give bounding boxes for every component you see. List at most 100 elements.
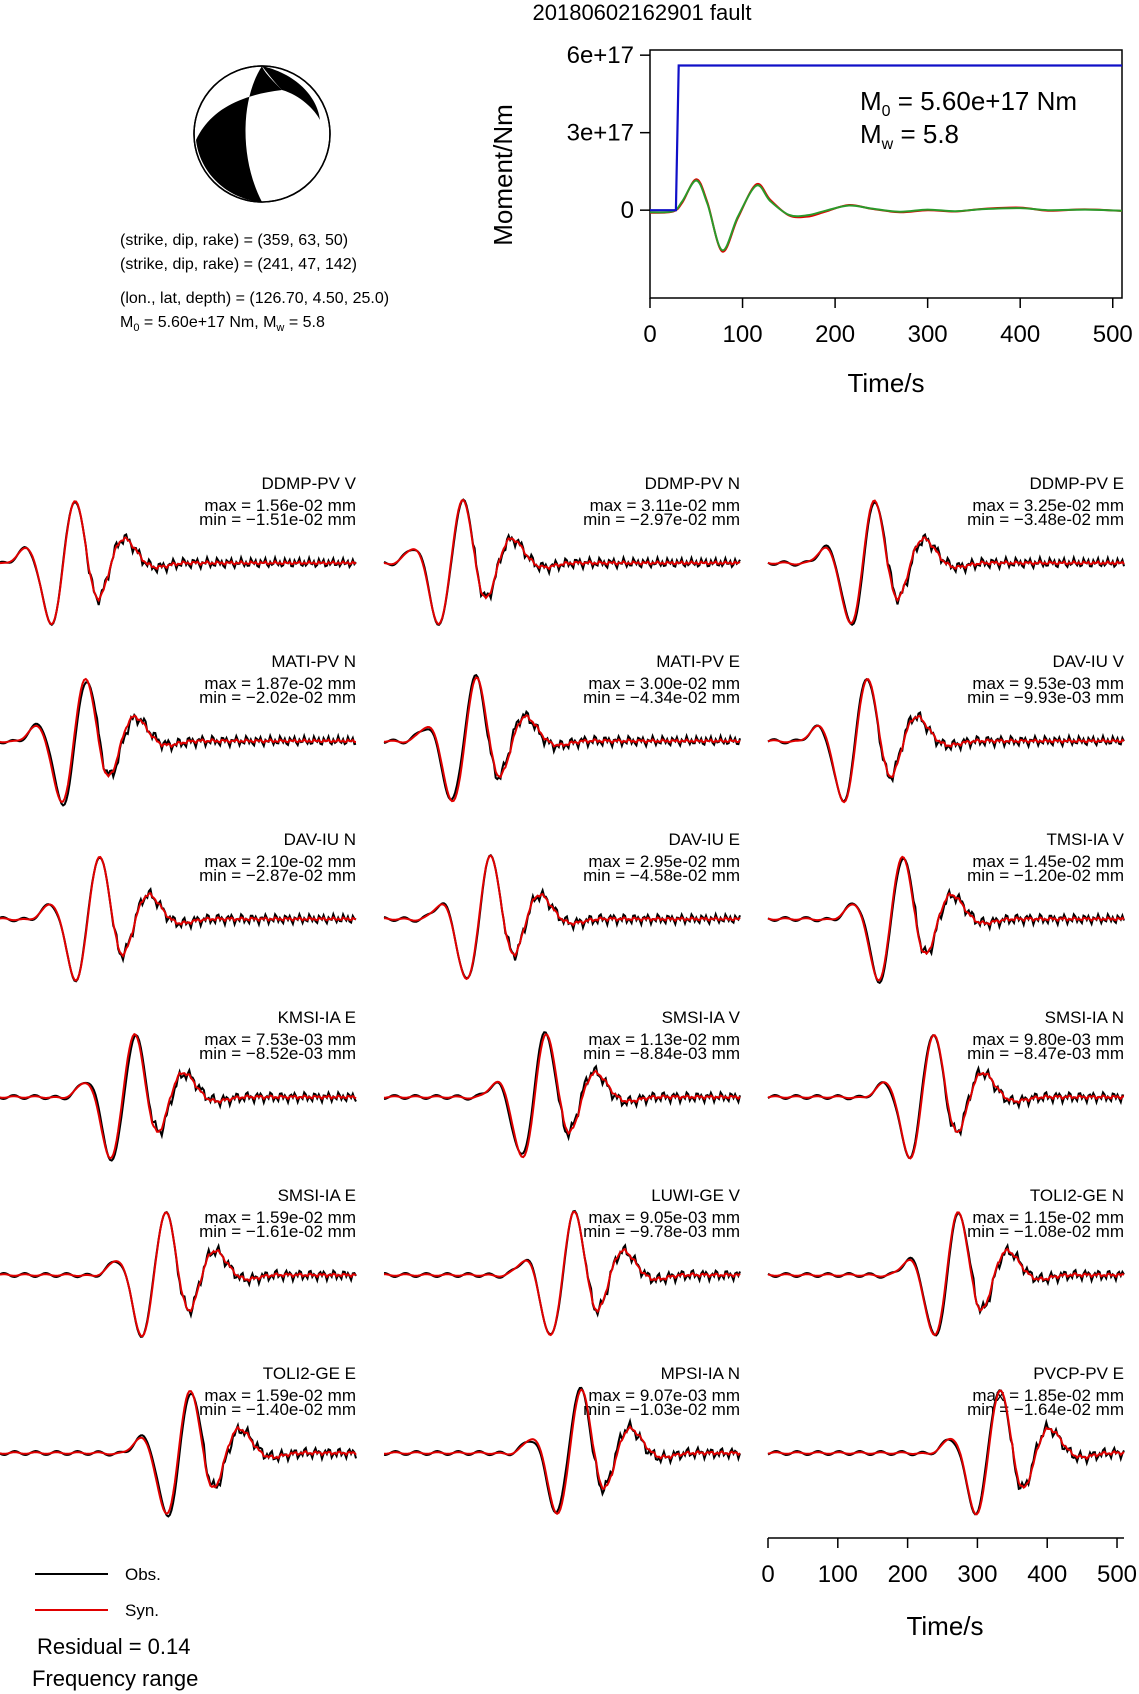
max-label: max = 2.95e-02 mm	[588, 852, 740, 871]
moment-ytick-label: 3e+17	[567, 120, 634, 147]
legend: Obs. Syn. Residual = 0.14 Frequency rang…	[32, 1565, 198, 1691]
max-label: max = 9.53e-03 mm	[972, 674, 1124, 693]
station-label: DDMP-PV N	[645, 474, 740, 493]
waveform-xtick-label: 100	[818, 1561, 858, 1588]
max-label: max = 1.87e-02 mm	[204, 674, 356, 693]
synthetic-trace	[767, 1211, 1125, 1337]
moment-ylabel: Moment/Nm	[488, 104, 518, 246]
waveform-xtick-label: 300	[957, 1561, 997, 1588]
min-label: min = −1.40e-02 mm	[199, 1400, 356, 1419]
synthetic-trace	[0, 1032, 357, 1160]
station-label: SMSI-IA V	[662, 1008, 741, 1027]
cumulative-moment-series	[650, 64, 1122, 212]
frequency-range-label: Frequency range	[32, 1666, 198, 1691]
synthetic-trace	[767, 678, 1125, 804]
moment-rate-series	[649, 179, 1123, 252]
focal-line-1: (strike, dip, rake) = (359, 63, 50)	[120, 232, 348, 249]
moment-ytick-label: 6e+17	[567, 42, 634, 69]
station-label: SMSI-IA E	[278, 1186, 356, 1205]
focal-line-3: (lon., lat, depth) = (126.70, 4.50, 25.0…	[120, 290, 389, 307]
station-label: TOLI2-GE E	[263, 1364, 356, 1383]
moment-xtick-label: 0	[643, 321, 656, 348]
max-label: max = 7.53e-03 mm	[204, 1030, 356, 1049]
min-label: min = −8.52e-03 mm	[199, 1044, 356, 1063]
min-label: min = −8.84e-03 mm	[583, 1044, 740, 1063]
min-label: min = −9.93e-03 mm	[967, 688, 1124, 707]
focal-line-2: (strike, dip, rake) = (241, 47, 142)	[120, 256, 357, 273]
residual-label: Residual = 0.14	[37, 1634, 191, 1659]
synthetic-trace	[767, 855, 1125, 982]
max-label: max = 9.07e-03 mm	[588, 1386, 740, 1405]
station-label: DDMP-PV E	[1030, 474, 1124, 493]
station-label: SMSI-IA N	[1045, 1008, 1124, 1027]
min-label: min = −1.64e-02 mm	[967, 1400, 1124, 1419]
station-label: DAV-IU N	[284, 830, 356, 849]
min-label: min = −4.34e-02 mm	[583, 688, 740, 707]
focal-line-4: M0 = 5.60e+17 Nm, Mw = 5.8	[120, 314, 325, 334]
synthetic-trace	[383, 676, 741, 803]
synthetic-trace	[384, 1388, 741, 1516]
synthetic-trace	[383, 1033, 741, 1159]
moment-rate-plot: 0 3e+17 6e+17 0 100 200 300 400 500 Moment/Nm T…	[488, 42, 1133, 398]
max-label: max = 1.56e-02 mm	[204, 496, 356, 515]
station-label: MATI-PV N	[271, 652, 356, 671]
min-label: min = −3.48e-02 mm	[967, 510, 1124, 529]
moment-plot-frame	[649, 49, 1123, 299]
max-label: max = 3.25e-02 mm	[972, 496, 1124, 515]
synthetic-trace	[0, 677, 357, 804]
legend-obs-label: Obs.	[125, 1565, 161, 1584]
synthetic-trace	[0, 500, 357, 626]
moment-xlabel: Time/s	[847, 368, 924, 398]
station-label: LUWI-GE V	[651, 1186, 740, 1205]
synthetic-trace	[0, 1390, 357, 1515]
observed-trace	[767, 857, 1125, 985]
max-label: max = 1.45e-02 mm	[972, 852, 1124, 871]
waveform-xtick-label: 0	[761, 1561, 774, 1588]
station-label: KMSI-IA E	[278, 1008, 356, 1027]
moment-x-axis: 0 100 200 300 400 500	[643, 298, 1133, 348]
min-label: min = −1.03e-02 mm	[583, 1400, 740, 1419]
min-label: min = −1.61e-02 mm	[199, 1222, 356, 1241]
synthetic-trace	[767, 499, 1125, 625]
moment-m0-annotation: M0 = 5.60e+17 Nm	[860, 86, 1077, 120]
moment-xtick-label: 200	[815, 321, 855, 348]
max-label: max = 2.10e-02 mm	[204, 852, 356, 871]
max-label: max = 1.15e-02 mm	[972, 1208, 1124, 1227]
moment-xtick-label: 500	[1093, 321, 1133, 348]
moment-rate-series	[649, 178, 1123, 253]
waveform-x-axis: 0 100 200 300 400 500	[761, 1537, 1137, 1588]
station-label: MPSI-IA N	[661, 1364, 740, 1383]
waveform-xtick-label: 500	[1097, 1561, 1137, 1588]
waveform-xlabel: Time/s	[906, 1611, 983, 1641]
waveform-xtick-label: 200	[888, 1561, 928, 1588]
min-label: min = −2.87e-02 mm	[199, 866, 356, 885]
min-label: min = −1.08e-02 mm	[967, 1222, 1124, 1241]
station-label: DAV-IU E	[669, 830, 740, 849]
synthetic-trace	[767, 1034, 1124, 1160]
min-label: min = −9.78e-03 mm	[583, 1222, 740, 1241]
synthetic-trace	[384, 1210, 741, 1337]
max-label: max = 3.11e-02 mm	[590, 496, 740, 515]
max-label: max = 9.80e-03 mm	[972, 1030, 1124, 1049]
moment-xtick-label: 300	[908, 321, 948, 348]
min-label: min = −2.02e-02 mm	[199, 688, 356, 707]
station-label: TMSI-IA V	[1047, 830, 1125, 849]
legend-syn-label: Syn.	[125, 1601, 159, 1620]
min-label: min = −2.97e-02 mm	[583, 510, 740, 529]
moment-xtick-label: 400	[1000, 321, 1040, 348]
